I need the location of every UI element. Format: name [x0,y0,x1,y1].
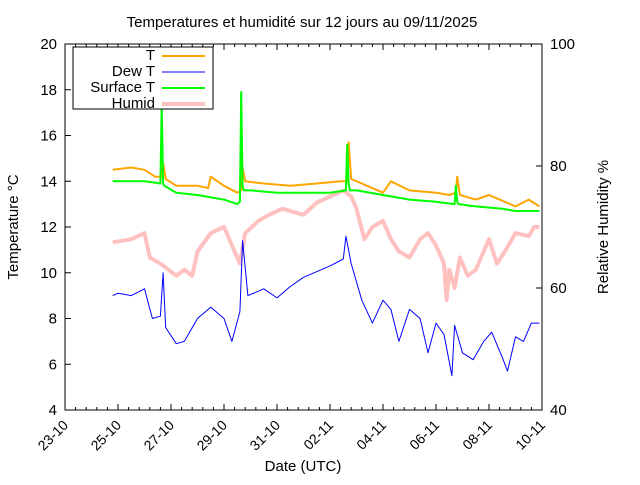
x-tick-label: 06-11 [406,417,442,453]
y-tick-label: 18 [40,82,57,99]
x-tick-label: 08-11 [459,417,495,453]
y-tick-label: 8 [49,311,57,328]
y2-tick-label: 40 [550,402,567,419]
legend: T Dew T Surface T Humid [72,46,214,112]
y2-tick-label: 80 [550,158,567,175]
y-tick-label: 4 [49,402,57,419]
y-axis-label: Temperature °C [5,174,22,279]
x-tick-label: 31-10 [246,417,283,454]
y-tick-label: 12 [40,219,57,236]
x-tick-label: 10-11 [512,417,548,453]
series-line-t [112,141,540,208]
y2-axis-label: Relative Humidity % [595,160,612,294]
y2-tick-label: 100 [550,36,575,53]
legend-label-dew-t: Dew T [112,63,155,80]
chart-title: Temperatures et humidité sur 12 jours au… [127,14,478,31]
x-tick-label: 29-10 [193,417,230,454]
series-line-dew-t [112,235,540,377]
x-tick-label: 27-10 [140,417,177,454]
legend-label-humid: Humid [112,95,155,112]
x-axis-label: Date (UTC) [265,458,342,475]
x-tick-label: 23-10 [34,417,71,454]
series-line-humid [112,188,540,303]
series-line-surface-t [112,91,540,212]
y2-tick-label: 60 [550,280,567,297]
y-tick-label: 20 [40,36,57,53]
y-tick-label: 16 [40,128,57,145]
legend-label-surface-t: Surface T [90,79,155,96]
legend-label-t: T [146,47,155,64]
y-tick-label: 14 [40,173,57,190]
x-tick-label: 04-11 [353,417,389,453]
x-tick-label: 02-11 [300,417,336,453]
x-tick-label: 25-10 [87,417,124,454]
y-tick-label: 6 [49,356,57,373]
y-tick-label: 10 [40,265,57,282]
